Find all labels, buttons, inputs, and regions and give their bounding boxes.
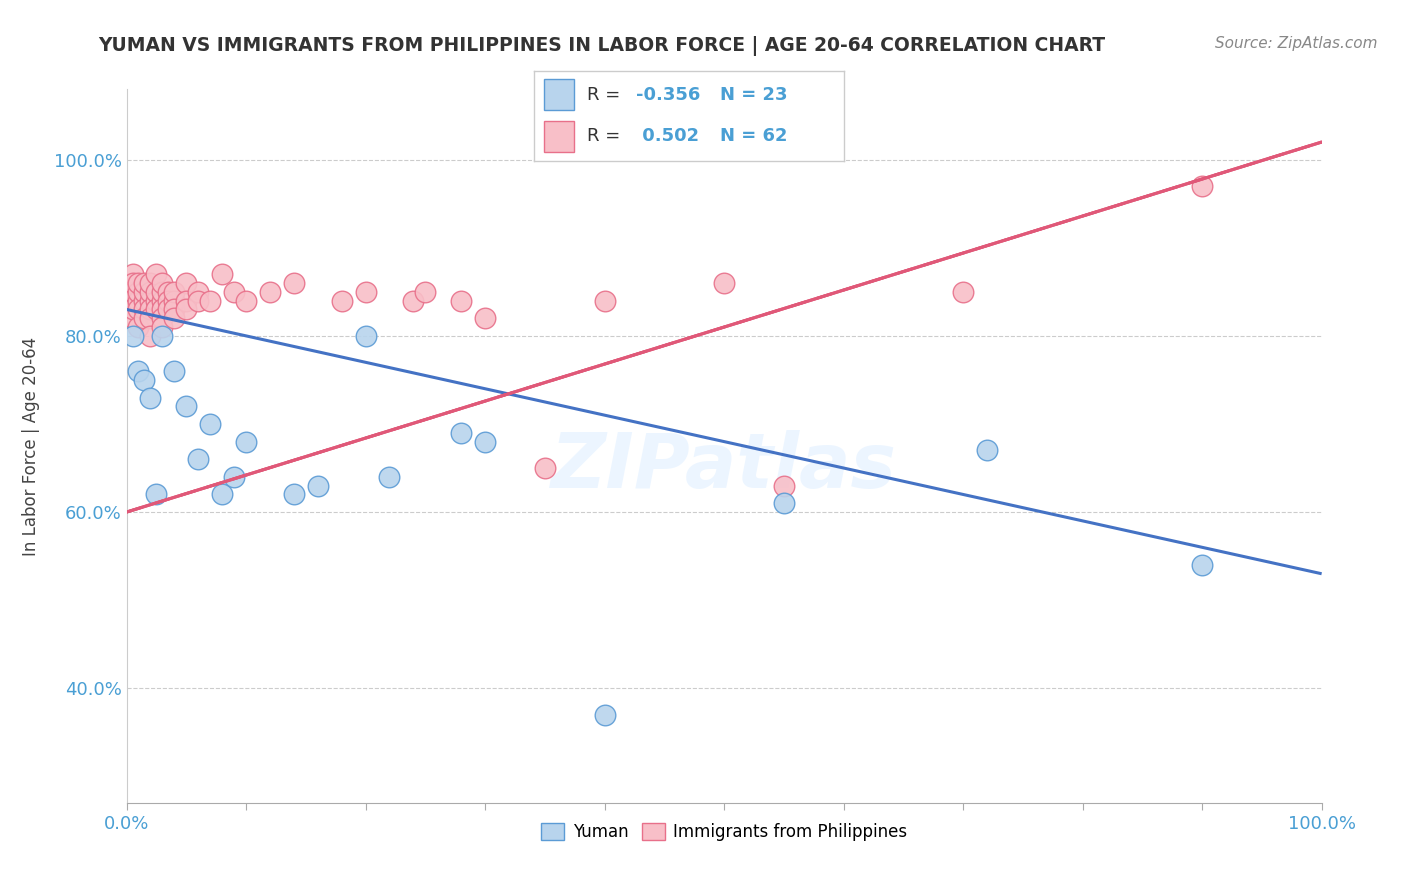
Point [157,285,180,299]
Point [150,293,174,308]
Point [187,452,209,467]
Point [157,293,180,308]
Point [121,329,143,343]
Point [1191,179,1213,194]
Point [163,302,186,317]
Text: N = 62: N = 62 [720,128,787,145]
Point [134,311,156,326]
Point [222,285,246,299]
Point [378,470,401,484]
Point [533,461,555,475]
Point [174,293,197,308]
Point [174,400,197,414]
Point [474,434,496,449]
Point [952,285,974,299]
Point [145,487,167,501]
Point [150,320,174,334]
Point [593,707,616,722]
Point [145,267,167,281]
Point [157,302,180,317]
Point [150,311,174,326]
Point [163,364,186,378]
Point [402,293,425,308]
Point [163,311,186,326]
Point [222,470,246,484]
Point [139,311,162,326]
Point [134,302,156,317]
Point [139,285,162,299]
Point [450,293,472,308]
Point [200,293,222,308]
Point [121,293,143,308]
Point [127,285,149,299]
Point [121,302,143,317]
Text: Source: ZipAtlas.com: Source: ZipAtlas.com [1215,36,1378,51]
Point [474,311,496,326]
Point [150,276,174,290]
Point [174,302,197,317]
Point [145,302,167,317]
Point [163,285,186,299]
Point [235,434,257,449]
Point [163,293,186,308]
Point [593,293,616,308]
Text: ZIPatlas: ZIPatlas [551,431,897,504]
Point [976,443,998,458]
Point [127,364,149,378]
Point [134,373,156,387]
Point [139,391,162,405]
Point [413,285,436,299]
Point [354,285,377,299]
Point [139,276,162,290]
Point [235,293,257,308]
Text: -0.356: -0.356 [637,86,700,103]
Point [773,496,796,510]
Point [773,478,796,492]
Point [211,267,233,281]
Legend: Yuman, Immigrants from Philippines: Yuman, Immigrants from Philippines [534,816,914,848]
Point [187,285,209,299]
Point [330,293,353,308]
FancyBboxPatch shape [544,79,575,110]
Point [150,302,174,317]
Point [139,293,162,308]
Point [127,320,149,334]
Text: R =: R = [586,86,626,103]
Point [121,311,143,326]
Point [121,267,143,281]
Point [134,293,156,308]
Text: YUMAN VS IMMIGRANTS FROM PHILIPPINES IN LABOR FORCE | AGE 20-64 CORRELATION CHAR: YUMAN VS IMMIGRANTS FROM PHILIPPINES IN … [98,36,1105,55]
Point [200,417,222,431]
Point [307,478,329,492]
Point [283,276,305,290]
Point [127,293,149,308]
Point [134,276,156,290]
Point [121,285,143,299]
Point [145,293,167,308]
FancyBboxPatch shape [544,121,575,152]
Point [145,285,167,299]
Text: R =: R = [586,128,626,145]
Point [211,487,233,501]
Point [150,285,174,299]
Point [283,487,305,501]
Point [127,276,149,290]
Point [139,302,162,317]
Y-axis label: In Labor Force | Age 20-64: In Labor Force | Age 20-64 [21,336,39,556]
Point [259,285,281,299]
Text: N = 23: N = 23 [720,86,787,103]
Point [1191,558,1213,572]
Point [134,285,156,299]
Point [139,329,162,343]
Point [354,329,377,343]
Point [127,302,149,317]
Text: 0.502: 0.502 [637,128,699,145]
Point [121,276,143,290]
Point [187,293,209,308]
Point [150,329,174,343]
Point [450,425,472,440]
Point [713,276,735,290]
Point [174,276,197,290]
